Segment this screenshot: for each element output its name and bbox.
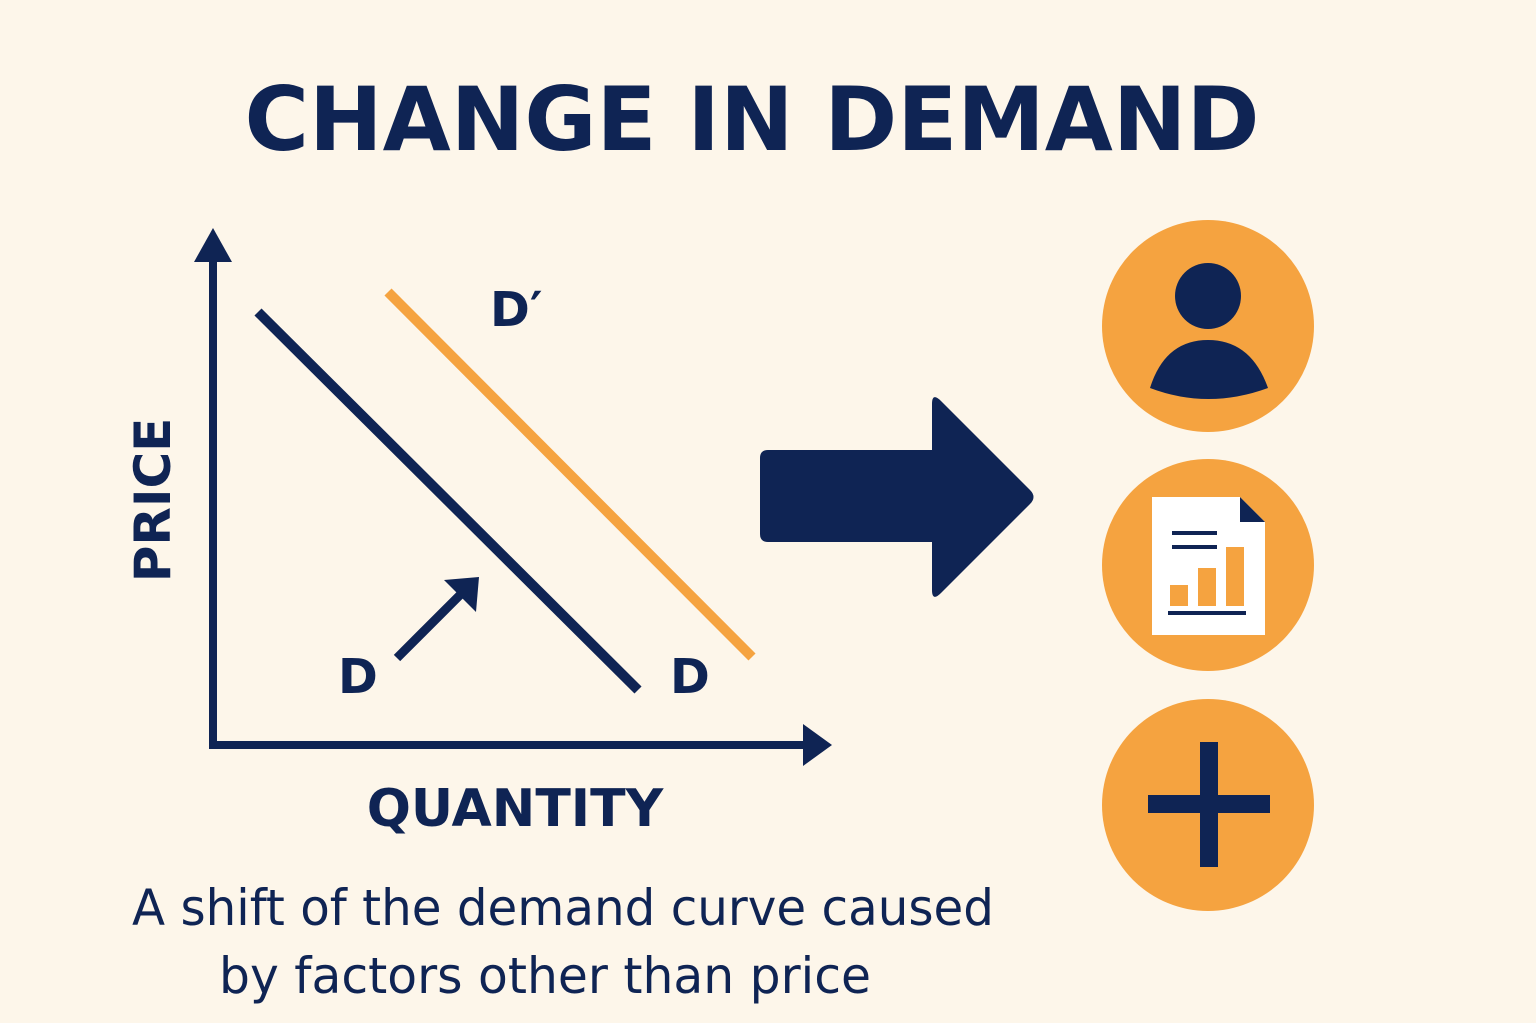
report-icon	[1102, 459, 1314, 671]
y-axis-label: PRICE	[124, 418, 182, 583]
person-icon	[1102, 220, 1314, 432]
person-head	[1175, 263, 1241, 329]
doc-baseline	[1168, 611, 1246, 615]
axis-lines	[209, 245, 812, 749]
shifted-demand-curve	[384, 288, 756, 661]
caption-line: A shift of the demand curve caused	[132, 879, 994, 937]
title: CHANGE IN DEMAND	[245, 68, 1260, 171]
x-axis-arrowhead	[803, 724, 832, 766]
curve-label: D′	[490, 282, 543, 338]
doc-bar	[1170, 585, 1188, 606]
person-body	[1150, 340, 1268, 399]
big-arrow	[760, 397, 1034, 597]
x-axis-label: QUANTITY	[367, 779, 665, 839]
axes	[194, 228, 832, 766]
shift-arrowhead	[444, 577, 479, 612]
y-axis-arrowhead	[194, 228, 232, 262]
demand-curve	[254, 308, 642, 694]
curve-label: D	[338, 649, 378, 705]
doc-bar	[1198, 568, 1216, 606]
shift-arrow	[393, 589, 466, 662]
doc-line	[1172, 531, 1217, 535]
curve-label: D	[670, 649, 710, 705]
plus-icon	[1102, 699, 1314, 911]
caption-line: by factors other than price	[219, 947, 871, 1005]
doc-bar	[1226, 547, 1244, 606]
document-corner	[1240, 497, 1265, 522]
doc-line	[1172, 545, 1217, 549]
plus-horizontal	[1148, 795, 1270, 813]
